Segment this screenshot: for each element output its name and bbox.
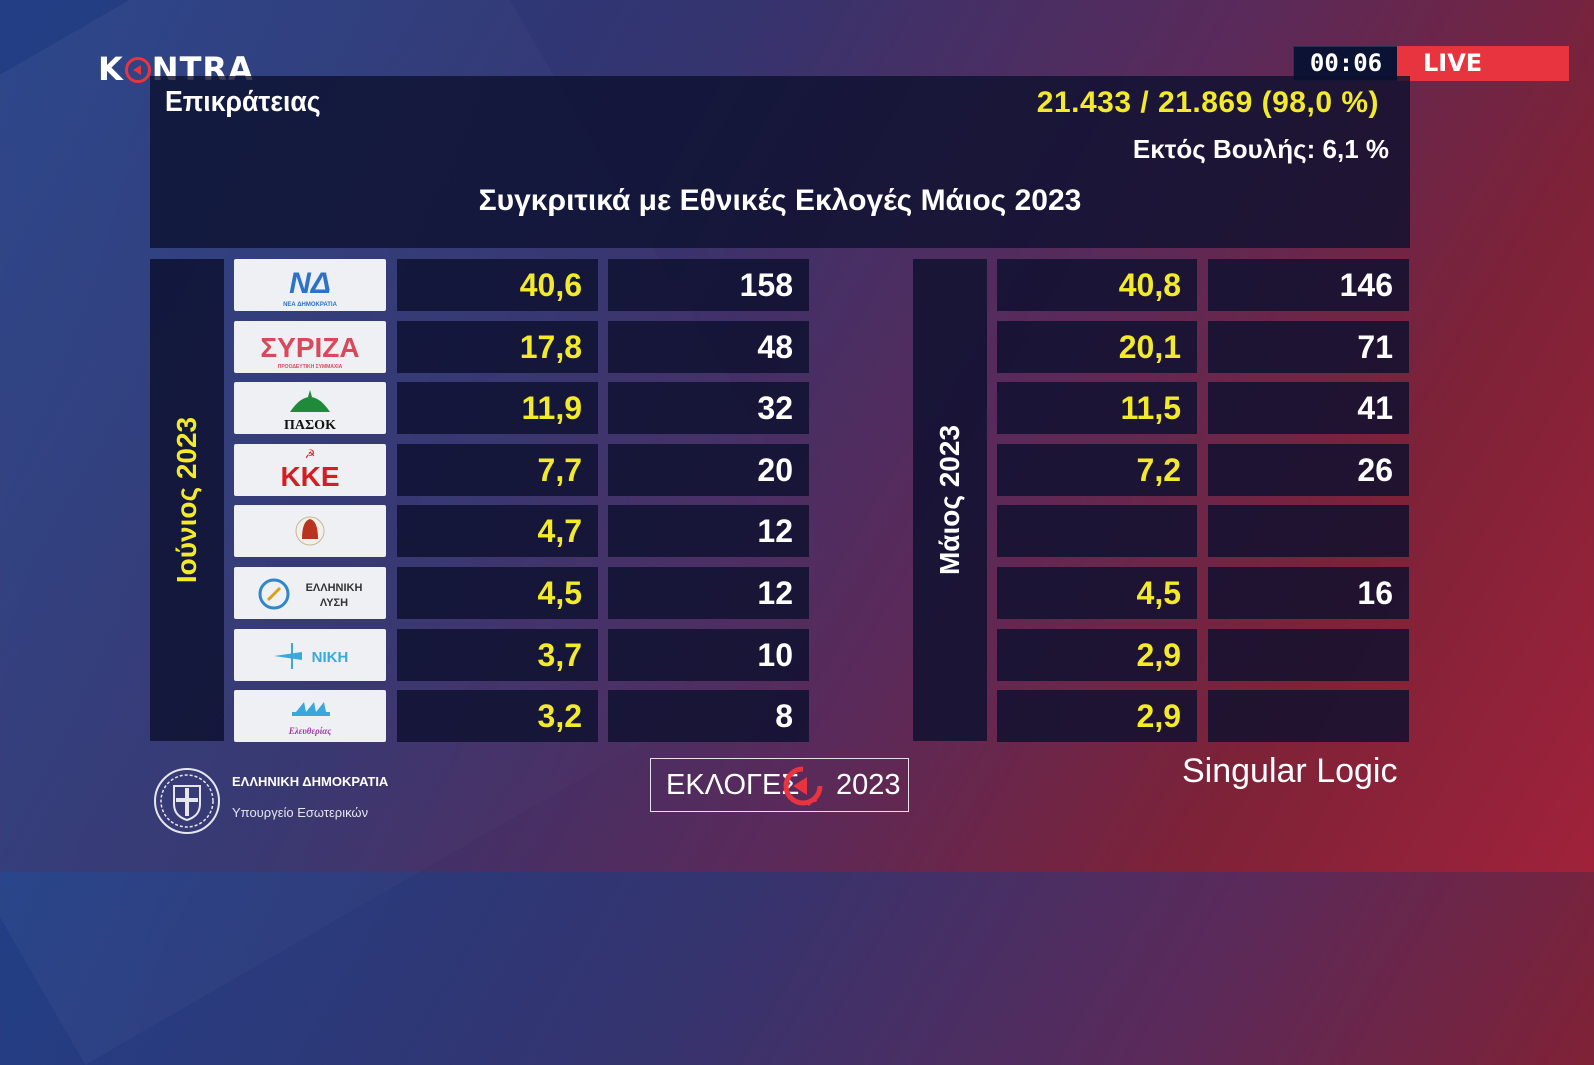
june-seats-cell: 10 (608, 629, 809, 681)
june-percent-cell: 4,5 (397, 567, 598, 619)
party-logo-icon: ΝΔ ΝΕΑ ΔΗΜΟΚΡΑΤΙΑ (283, 267, 337, 308)
may-percent-cell: 40,8 (997, 259, 1197, 311)
party-row: ΚΚΕ ☭ 7,7 20 7,2 26 (0, 444, 1594, 496)
party-logo: ΚΚΕ ☭ (234, 444, 386, 496)
june-seats-cell: 158 (608, 259, 809, 311)
svg-text:ΝΔ: ΝΔ (289, 267, 331, 300)
may-seats-cell: 71 (1208, 321, 1409, 373)
greek-crest-icon (154, 768, 220, 834)
elections-word: ΕΚΛΟΓΕΣ (666, 769, 800, 801)
may-column-label: Μάιος 2023 (913, 259, 987, 741)
header-panel (150, 76, 1410, 248)
may-seats-cell: 16 (1208, 567, 1409, 619)
svg-text:ΝΕΑ ΔΗΜΟΚΡΑΤΙΑ: ΝΕΑ ΔΗΜΟΚΡΑΤΙΑ (283, 302, 337, 308)
party-logo: ΝΙΚΗ (234, 629, 386, 681)
elections-2023-logo: ΕΚΛΟΓΕΣ 2023 (650, 758, 909, 812)
elections-year: 2023 (836, 769, 901, 801)
june-percent-cell: 3,2 (397, 690, 598, 742)
party-logo (234, 505, 386, 557)
may-seats-cell: 146 (1208, 259, 1409, 311)
june-seats-cell: 12 (608, 505, 809, 557)
june-percent-cell: 40,6 (397, 259, 598, 311)
party-logo-icon: ΕΛΛΗΝΙΚΗ ΛΥΣΗ (258, 578, 363, 610)
svg-text:ΚΚΕ: ΚΚΕ (280, 461, 339, 492)
party-row: ΣΥΡΙΖΑ ΠΡΟΟΔΕΥΤΙΚΗ ΣΥΜΜΑΧΙΑ 17,8 48 20,1 71 (0, 321, 1594, 373)
june-seats-cell: 8 (608, 690, 809, 742)
svg-text:ΠΡΟΟΔΕΥΤΙΚΗ ΣΥΜΜΑΧΙΑ: ΠΡΟΟΔΕΥΤΙΚΗ ΣΥΜΜΑΧΙΑ (278, 364, 343, 370)
june-percent-cell: 4,7 (397, 505, 598, 557)
svg-text:ΛΥΣΗ: ΛΥΣΗ (320, 597, 348, 609)
june-seats-cell: 12 (608, 567, 809, 619)
svg-text:ΝΙΚΗ: ΝΙΚΗ (312, 649, 349, 666)
may-seats-cell (1208, 690, 1409, 742)
june-percent-cell: 3,7 (397, 629, 598, 681)
party-logo: ΣΥΡΙΖΑ ΠΡΟΟΔΕΥΤΙΚΗ ΣΥΜΜΑΧΙΑ (234, 321, 386, 373)
gov-line-2: Υπουργείο Εσωτερικών (232, 805, 369, 820)
may-seats-cell (1208, 505, 1409, 557)
may-seats-cell (1208, 629, 1409, 681)
party-logo-icon (295, 516, 325, 546)
gov-line-1: ΕΛΛΗΝΙΚΗ ΔΗΜΟΚΡΑΤΙΑ (232, 774, 389, 789)
may-percent-cell: 7,2 (997, 444, 1197, 496)
june-column-label: Ιούνιος 2023 (150, 259, 224, 741)
party-logo-icon: ΚΚΕ ☭ (280, 447, 339, 492)
may-percent-cell: 11,5 (997, 382, 1197, 434)
provider-logo: Singular Logic (1182, 752, 1398, 790)
region-title: Επικράτειας (165, 86, 321, 118)
may-seats-cell: 41 (1208, 382, 1409, 434)
svg-text:ΠΑΣΟΚ: ΠΑΣΟΚ (284, 418, 336, 433)
june-label-text: Ιούνιος 2023 (171, 416, 202, 584)
party-row: Ελευθερίας 3,2 8 2,9 (0, 690, 1594, 742)
kontra-o-icon (124, 57, 151, 83)
comparison-subtitle: Συγκριτικά με Εθνικές Εκλογές Μάιος 2023 (478, 184, 1082, 217)
party-logo-icon: Ελευθερίας (288, 702, 332, 736)
party-row: ΠΑΣΟΚ 11,9 32 11,5 41 (0, 382, 1594, 434)
svg-text:☭: ☭ (305, 447, 316, 461)
may-percent-cell: 2,9 (997, 690, 1197, 742)
counted-stations: 21.433 / 21.869 (98,0 %) (1036, 86, 1379, 119)
svg-text:ΣΥΡΙΖΑ: ΣΥΡΙΖΑ (260, 332, 359, 363)
party-logo: ΠΑΣΟΚ (234, 382, 386, 434)
party-logo: Ελευθερίας (234, 690, 386, 742)
june-seats-cell: 32 (608, 382, 809, 434)
june-percent-cell: 7,7 (397, 444, 598, 496)
party-row: 4,7 12 (0, 505, 1594, 557)
svg-text:Ελευθερίας: Ελευθερίας (288, 726, 332, 736)
party-row: ΝΔ ΝΕΑ ΔΗΜΟΚΡΑΤΙΑ 40,6 158 40,8 146 (0, 259, 1594, 311)
party-logo-icon: ΣΥΡΙΖΑ ΠΡΟΟΔΕΥΤΙΚΗ ΣΥΜΜΑΧΙΑ (260, 332, 359, 370)
may-percent-cell: 4,5 (997, 567, 1197, 619)
june-percent-cell: 11,9 (397, 382, 598, 434)
svg-text:ΕΛΛΗΝΙΚΗ: ΕΛΛΗΝΙΚΗ (306, 582, 363, 594)
party-logo-icon: ΝΙΚΗ (274, 643, 349, 669)
june-seats-cell: 48 (608, 321, 809, 373)
june-seats-cell: 20 (608, 444, 809, 496)
party-logo: ΕΛΛΗΝΙΚΗ ΛΥΣΗ (234, 567, 386, 619)
may-percent-cell: 2,9 (997, 629, 1197, 681)
may-percent-cell (997, 505, 1197, 557)
party-row: ΕΛΛΗΝΙΚΗ ΛΥΣΗ 4,5 12 4,5 16 (0, 567, 1594, 619)
party-row: ΝΙΚΗ 3,7 10 2,9 (0, 629, 1594, 681)
live-badge: LIVE (1397, 46, 1569, 81)
may-percent-cell: 20,1 (997, 321, 1197, 373)
may-seats-cell: 26 (1208, 444, 1409, 496)
june-percent-cell: 17,8 (397, 321, 598, 373)
elections-mark-icon (783, 766, 823, 806)
party-logo: ΝΔ ΝΕΑ ΔΗΜΟΚΡΑΤΙΑ (234, 259, 386, 311)
outside-parliament: Εκτός Βουλής: 6,1 % (1132, 134, 1389, 164)
party-logo-icon: ΠΑΣΟΚ (284, 390, 336, 433)
